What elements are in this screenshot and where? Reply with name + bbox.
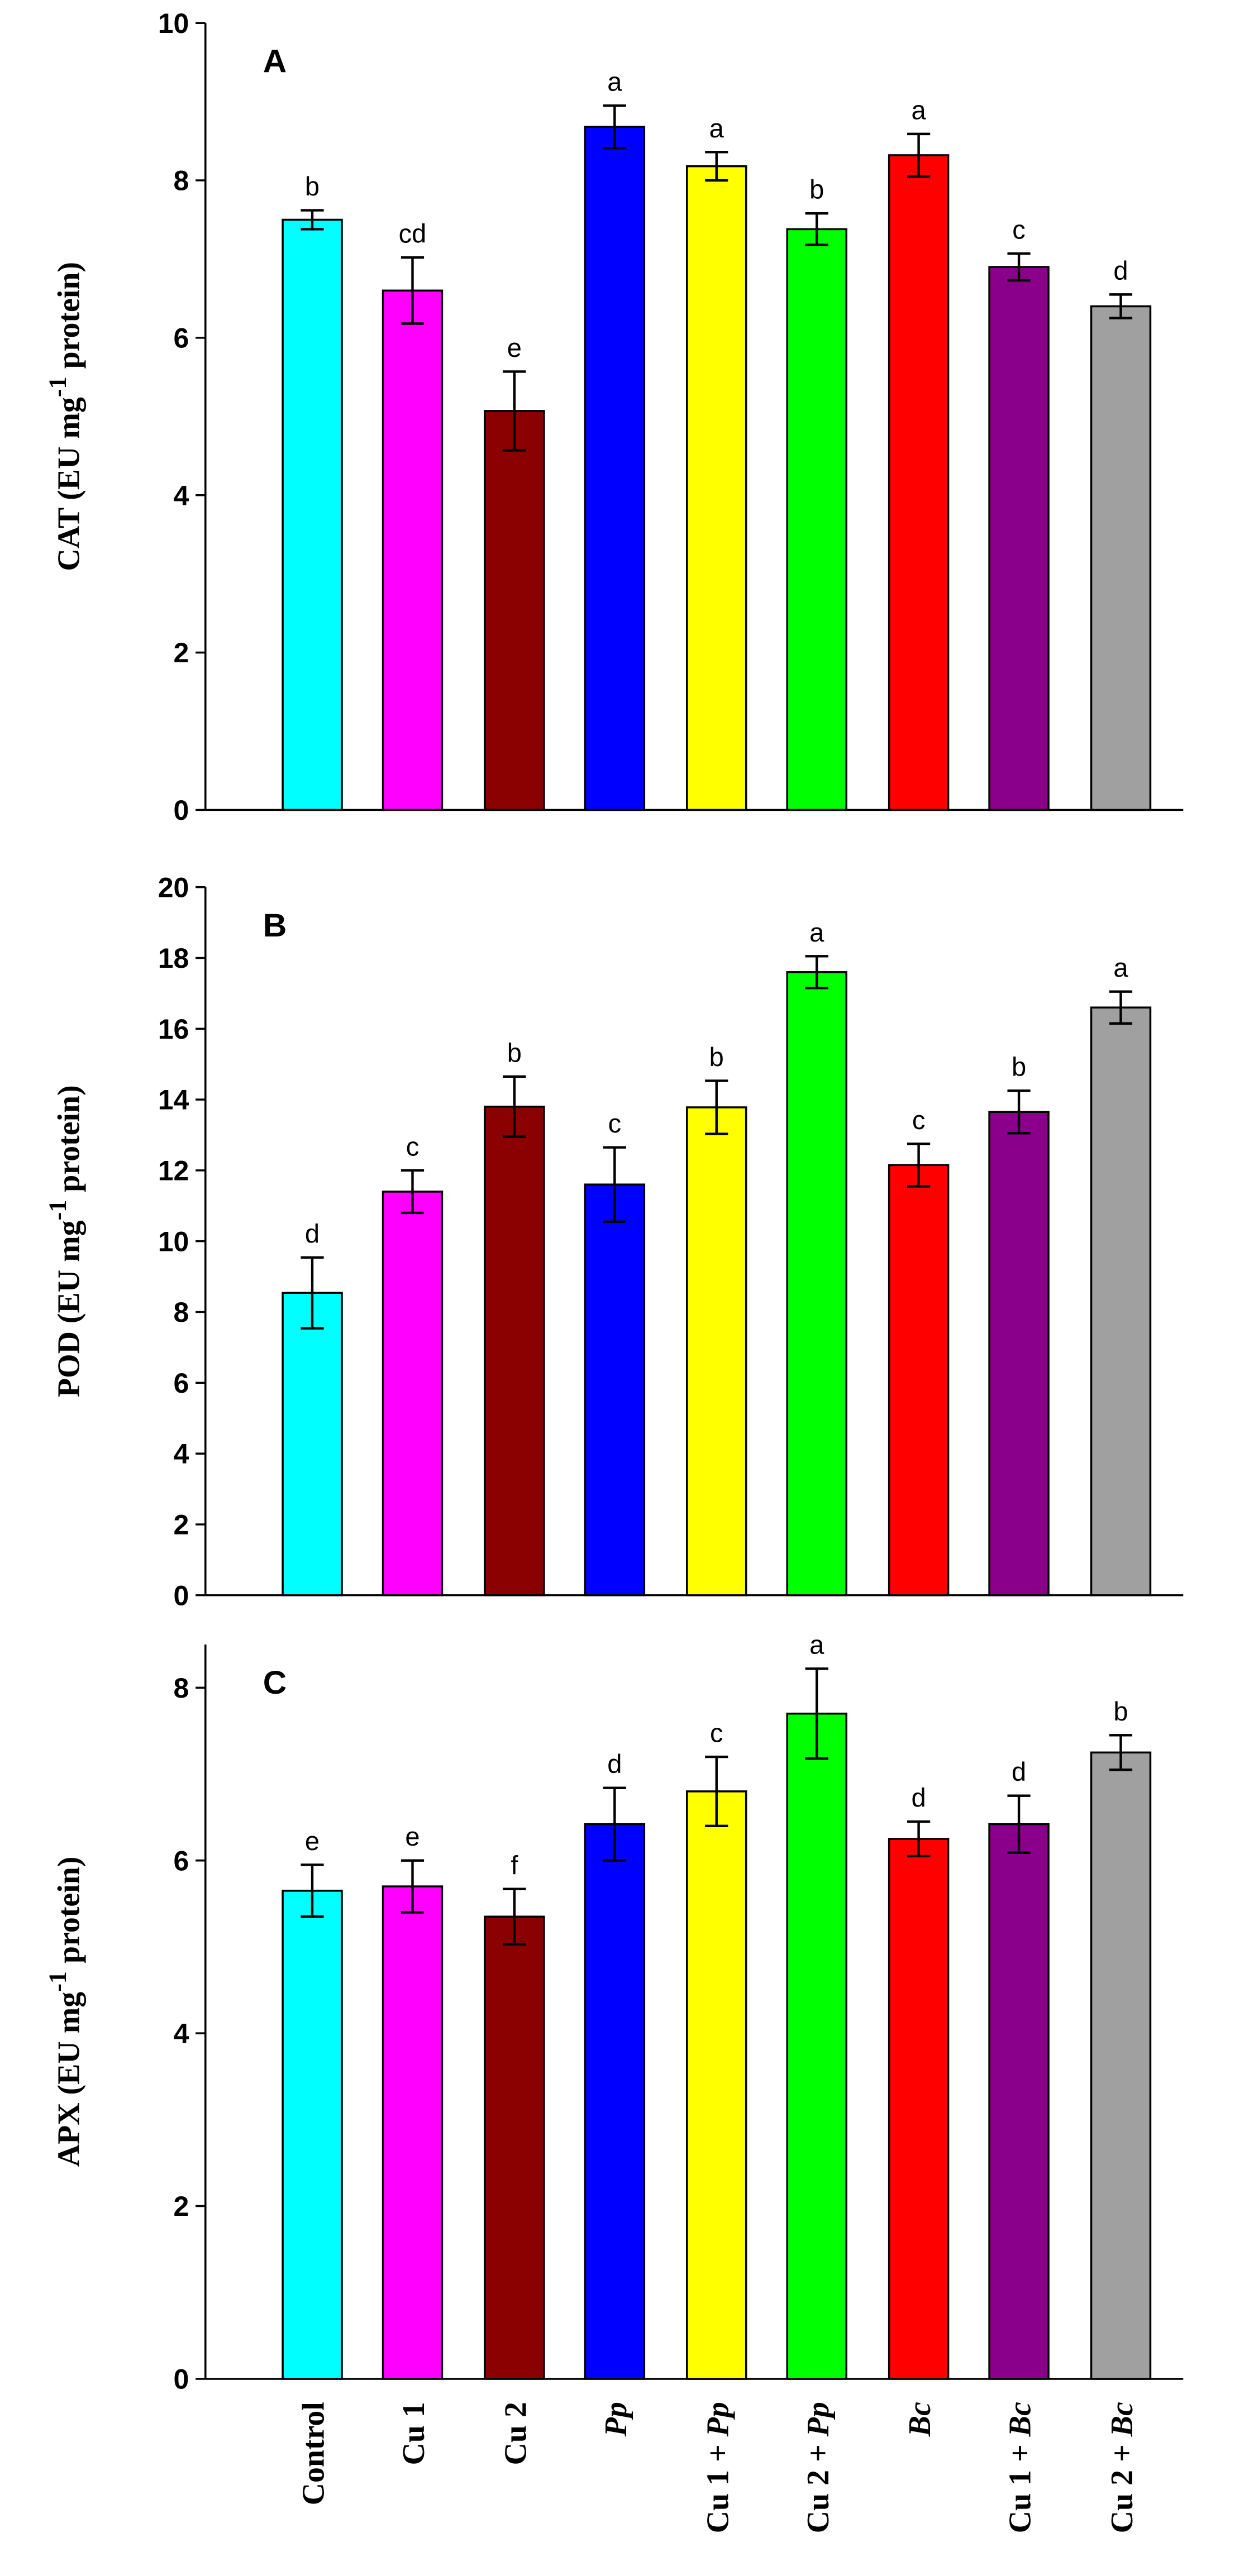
y-axis-label: APX (EU mg-1 protein) <box>44 1857 87 2167</box>
y-tick-label: 2 <box>174 2191 189 2222</box>
y-tick-label: 0 <box>174 1580 189 1611</box>
significance-letter: a <box>607 67 622 97</box>
significance-letter: d <box>607 1749 622 1779</box>
y-tick-label: 8 <box>174 1672 189 1704</box>
significance-letter: a <box>1113 953 1128 982</box>
y-tick-label: 10 <box>158 8 189 39</box>
significance-letter: a <box>809 917 824 947</box>
significance-letter: a <box>709 113 724 143</box>
panel-label: C <box>263 1665 287 1701</box>
significance-letter: b <box>1113 1696 1128 1726</box>
bar <box>1090 1751 1152 2380</box>
significance-letter: d <box>1113 256 1128 285</box>
x-tick-label: Cu 2 + Bc <box>1105 2402 1140 2533</box>
bar <box>382 1885 444 2380</box>
y-tick-label: 0 <box>174 2364 189 2395</box>
significance-letter: e <box>405 1822 419 1851</box>
y-tick-label: 0 <box>174 795 189 826</box>
significance-letter: b <box>507 1038 522 1067</box>
x-tick-label: Cu 2 <box>498 2402 533 2465</box>
y-tick-label: 2 <box>174 1509 189 1541</box>
significance-letter: c <box>1012 215 1026 245</box>
y-tick-label: 14 <box>158 1084 189 1116</box>
x-tick-label: Pp <box>599 2402 633 2437</box>
y-tick-label: 10 <box>158 1226 189 1257</box>
significance-letter: a <box>809 1630 824 1660</box>
panel-label: B <box>263 907 287 944</box>
bar <box>484 1915 545 2380</box>
y-tick-label: 6 <box>174 1845 189 1876</box>
significance-letter: b <box>809 175 824 204</box>
x-tick-label: Bc <box>903 2402 937 2437</box>
bar <box>382 289 444 811</box>
significance-letter: e <box>507 333 522 362</box>
significance-letter: b <box>1012 1052 1026 1082</box>
y-tick-label: 6 <box>174 1368 189 1399</box>
significance-letter: a <box>912 95 927 125</box>
y-tick-label: 8 <box>174 165 189 197</box>
bar <box>1090 305 1152 811</box>
bar <box>484 410 545 811</box>
significance-letter: d <box>305 1218 320 1248</box>
y-tick-label: 2 <box>174 637 189 668</box>
y-axis-label: CAT (EU mg-1 protein) <box>44 262 87 571</box>
panel-b: 0 2 4 6 8 10 12 14 16 18 20 B POD (EU mg-1 protein) d… <box>44 872 1184 1611</box>
y-tick-label: 4 <box>174 1438 189 1470</box>
significance-letter: c <box>710 1718 723 1748</box>
significance-letter: f <box>511 1850 518 1880</box>
y-tick-label: 18 <box>158 943 189 974</box>
bar <box>686 1790 747 2380</box>
x-tick-label: Control <box>297 2402 331 2505</box>
bar <box>282 218 343 811</box>
significance-letter: d <box>912 1783 926 1813</box>
y-tick-label: 8 <box>174 1297 189 1328</box>
bar <box>888 1164 950 1597</box>
significance-letter: c <box>912 1105 926 1135</box>
bar <box>1090 1006 1152 1597</box>
significance-letter: e <box>305 1826 320 1856</box>
significance-letter: cd <box>399 219 427 248</box>
y-axis-label: POD (EU mg-1 protein) <box>44 1085 87 1397</box>
bar <box>584 1823 646 2380</box>
bar <box>888 154 950 811</box>
x-tick-label: Cu 1 + Bc <box>1003 2402 1038 2533</box>
panel-label: A <box>263 43 287 79</box>
bar <box>988 1111 1050 1597</box>
bar <box>888 1838 950 2380</box>
y-tick-label: 20 <box>158 872 189 903</box>
y-tick-label: 4 <box>174 2018 189 2049</box>
significance-letter: b <box>709 1042 724 1072</box>
bar <box>282 1890 343 2380</box>
bar <box>584 126 646 811</box>
bar <box>686 165 747 811</box>
y-tick-label: 6 <box>174 323 189 354</box>
significance-letter: c <box>608 1108 622 1138</box>
x-tick-label: Cu 2 + Pp <box>801 2402 836 2533</box>
y-tick-label: 4 <box>174 480 189 511</box>
bar <box>484 1105 545 1597</box>
x-tick-label: Cu 1 <box>397 2402 431 2465</box>
significance-letter: c <box>406 1131 419 1161</box>
bar <box>786 971 847 1597</box>
significance-letter: b <box>305 171 320 201</box>
panel-c: 0 2 4 6 8 C APX (EU mg-1 protein) e e f d c a d d b <box>44 1630 1184 2395</box>
bar <box>686 1106 747 1597</box>
bar <box>786 1712 847 2380</box>
bar <box>786 228 847 811</box>
bar <box>584 1183 646 1597</box>
bar <box>382 1191 444 1597</box>
bar <box>988 266 1050 811</box>
significance-letter: d <box>1012 1757 1026 1786</box>
bar <box>282 1292 343 1597</box>
y-tick-label: 12 <box>158 1155 189 1187</box>
x-tick-label: Cu 1 + Pp <box>700 2402 735 2533</box>
y-tick-label: 16 <box>158 1014 189 1045</box>
bar <box>988 1823 1050 2380</box>
